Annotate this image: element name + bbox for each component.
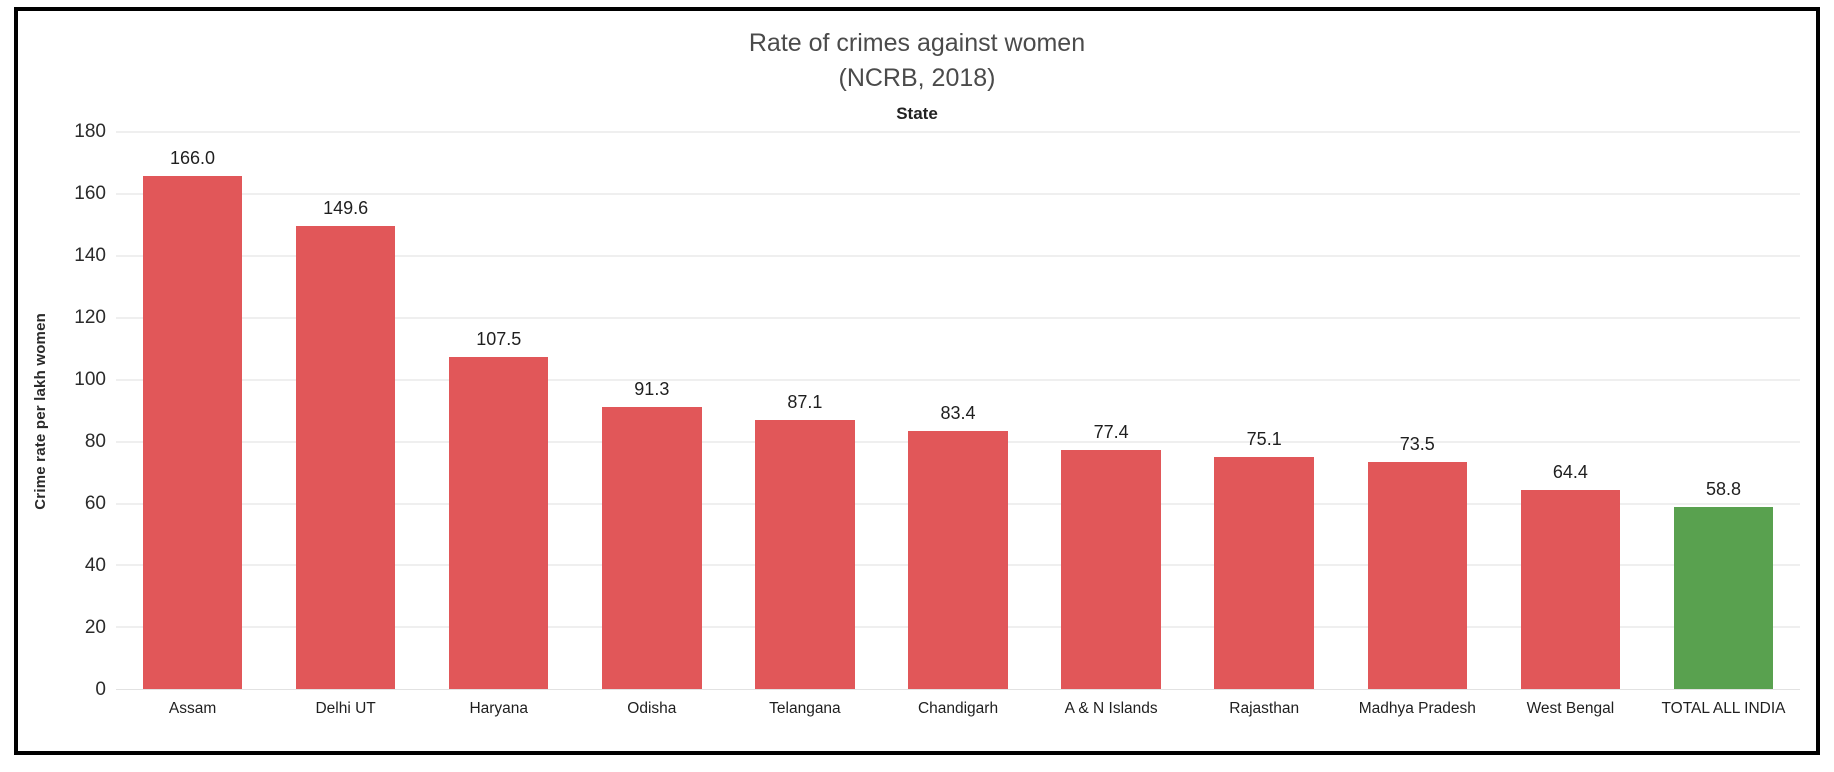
bar-value-assam: 166.0 <box>170 147 216 168</box>
bar-telangana[interactable] <box>755 419 855 690</box>
bar-value-a-n-islands: 77.4 <box>1093 421 1129 442</box>
bar-slot-rajasthan: 75.1 <box>1188 132 1341 690</box>
y-tick-40: 40 <box>84 555 106 577</box>
bars-row: 166.0 149.6 107.5 91.3 87.1 83.4 77.4 75.1 73.5 6… <box>116 132 1800 690</box>
bar-madhya-pradesh[interactable] <box>1367 461 1468 690</box>
y-tick-180: 180 <box>74 121 106 143</box>
bar-slot-total-all-india: 58.8 <box>1647 132 1800 690</box>
x-label-haryana: Haryana <box>469 700 529 718</box>
bar-rajasthan[interactable] <box>1214 456 1314 690</box>
x-label-a-n-islands: A & N Islands <box>1064 700 1158 718</box>
chart-title: Rate of crimes against women <box>748 29 1086 57</box>
bar-slot-haryana: 107.5 <box>422 132 575 690</box>
y-tick-0: 0 <box>95 679 106 701</box>
bar-west-bengal[interactable] <box>1520 489 1621 690</box>
bar-slot-madhya-pradesh: 73.5 <box>1341 132 1494 690</box>
y-axis-label: Crime rate per lakh women <box>31 312 49 510</box>
bar-value-odisha: 91.3 <box>634 378 670 399</box>
y-tick-120: 120 <box>74 307 106 329</box>
bar-slot-assam: 166.0 <box>116 132 269 690</box>
bar-chandigarh[interactable] <box>908 431 1008 690</box>
bar-slot-telangana: 87.1 <box>728 132 881 690</box>
bar-a-n-islands[interactable] <box>1061 449 1161 690</box>
x-label-assam: Assam <box>168 700 217 718</box>
chart-frame: Rate of crimes against women (NCRB, 2018… <box>14 7 1820 755</box>
y-tick-20: 20 <box>84 617 106 639</box>
plot-area: 166.0 149.6 107.5 91.3 87.1 83.4 77.4 75.1 73.5 6… <box>116 131 1800 691</box>
bar-value-madhya-pradesh: 73.5 <box>1399 433 1435 454</box>
chart-subtitle: (NCRB, 2018) <box>838 64 996 93</box>
bar-haryana[interactable] <box>448 356 549 690</box>
y-tick-60: 60 <box>84 493 106 515</box>
x-label-chandigarh: Chandigarh <box>917 700 999 718</box>
y-axis-ticks: 0 20 40 60 80 100 120 140 160 180 <box>62 121 116 700</box>
bar-value-west-bengal: 64.4 <box>1552 461 1588 482</box>
bar-slot-chandigarh: 83.4 <box>881 132 1034 690</box>
bar-value-telangana: 87.1 <box>787 391 823 412</box>
x-label-odisha: Odisha <box>627 700 677 718</box>
bar-slot-west-bengal: 64.4 <box>1494 132 1647 690</box>
bar-value-chandigarh: 83.4 <box>940 403 976 424</box>
bar-delhi-ut[interactable] <box>295 226 396 690</box>
x-axis-labels: Assam Delhi UT Haryana Odisha Telangana Chand… <box>116 690 1800 732</box>
y-tick-80: 80 <box>84 431 106 453</box>
bar-value-rajasthan: 75.1 <box>1246 428 1282 449</box>
y-tick-160: 160 <box>74 183 106 205</box>
bar-value-total-all-india: 58.8 <box>1705 479 1741 500</box>
bar-slot-odisha: 91.3 <box>575 132 728 690</box>
column-header: State <box>896 104 938 124</box>
bar-odisha[interactable] <box>602 406 702 690</box>
y-tick-140: 140 <box>74 245 106 267</box>
bar-assam[interactable] <box>142 175 243 690</box>
bar-slot-delhi-ut: 149.6 <box>269 132 422 690</box>
bar-total-all-india[interactable] <box>1673 507 1774 690</box>
bar-value-delhi-ut: 149.6 <box>323 198 369 219</box>
x-label-delhi-ut: Delhi UT <box>315 700 376 718</box>
chart-area: Crime rate per lakh women 0 20 40 60 80 100 12… <box>18 121 1816 732</box>
x-label-madhya-pradesh: Madhya Pradesh <box>1358 700 1476 718</box>
x-label-total-all-india: TOTAL ALL INDIA <box>1661 700 1786 718</box>
bar-value-haryana: 107.5 <box>476 328 522 349</box>
x-label-rajasthan: Rajasthan <box>1229 700 1300 718</box>
x-label-telangana: Telangana <box>769 700 841 718</box>
x-label-west-bengal: West Bengal <box>1526 700 1615 718</box>
y-tick-100: 100 <box>74 369 106 391</box>
bar-slot-a-n-islands: 77.4 <box>1035 132 1188 690</box>
